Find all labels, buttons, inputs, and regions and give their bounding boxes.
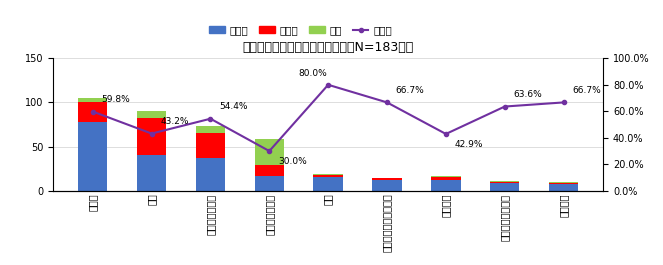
Bar <box>490 182 520 183</box>
Bar <box>314 177 343 191</box>
Bar <box>255 176 284 191</box>
Bar <box>431 177 461 180</box>
Bar <box>373 180 402 191</box>
Title: 図－１　遗具の設置数と残存率　N=183組合: 図－１ 遗具の設置数と残存率 N=183組合 <box>243 41 414 54</box>
Bar <box>137 118 166 156</box>
Text: 42.9%: 42.9% <box>455 140 483 149</box>
Text: 66.7%: 66.7% <box>396 86 424 95</box>
Bar <box>549 182 578 183</box>
Bar <box>78 98 107 103</box>
Bar <box>431 180 461 191</box>
Bar <box>137 156 166 191</box>
Bar <box>549 183 578 184</box>
Bar <box>255 139 284 165</box>
Bar <box>78 122 107 191</box>
Bar <box>137 111 166 118</box>
Bar <box>78 103 107 122</box>
Bar <box>431 176 461 177</box>
Bar <box>490 181 520 182</box>
Text: 43.2%: 43.2% <box>160 117 189 126</box>
Text: 30.0%: 30.0% <box>278 157 307 166</box>
Text: 63.6%: 63.6% <box>514 90 542 99</box>
Text: 59.8%: 59.8% <box>101 95 131 104</box>
Bar <box>549 184 578 191</box>
Bar <box>196 126 225 133</box>
Bar <box>314 175 343 177</box>
Text: 80.0%: 80.0% <box>299 69 328 78</box>
Text: 54.4%: 54.4% <box>219 103 248 112</box>
Bar <box>314 174 343 175</box>
Legend: 残存数, 撒去数, 不明, 残存率: 残存数, 撒去数, 不明, 残存率 <box>205 21 396 39</box>
Text: 66.7%: 66.7% <box>572 86 601 95</box>
Bar <box>196 158 225 191</box>
Bar <box>196 133 225 158</box>
Bar <box>490 183 520 191</box>
Bar <box>373 178 402 180</box>
Bar <box>255 165 284 176</box>
